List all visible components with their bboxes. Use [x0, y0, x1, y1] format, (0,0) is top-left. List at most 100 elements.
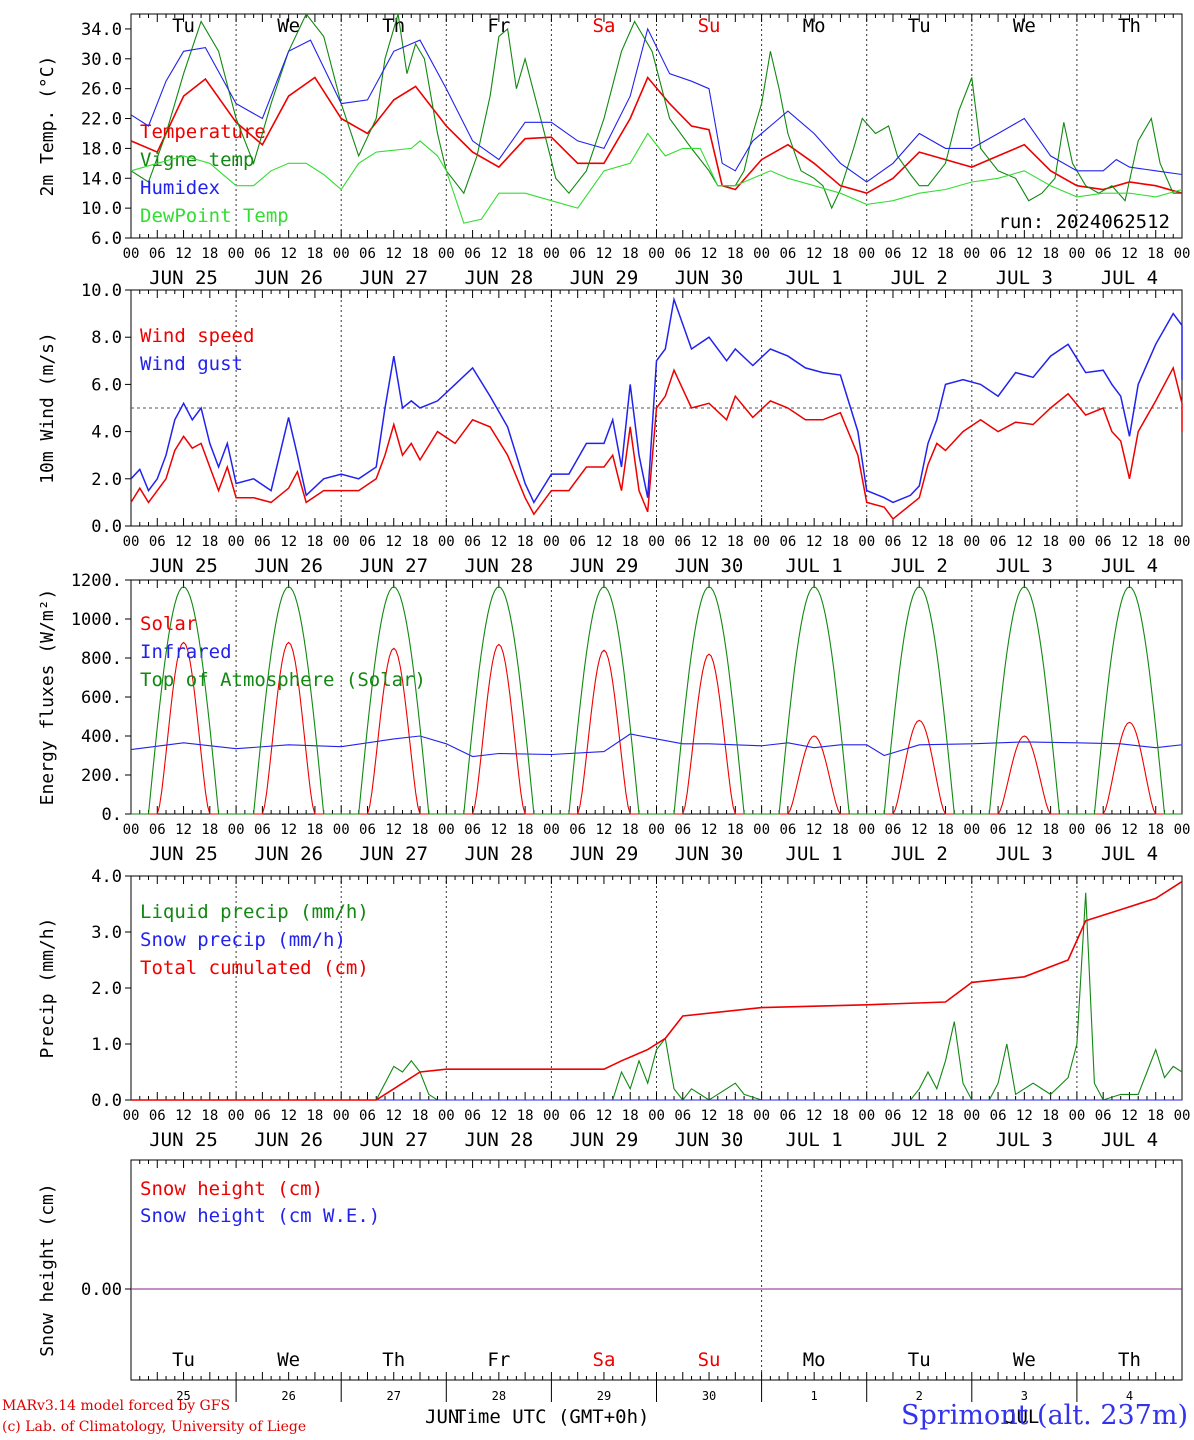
series-line: [130, 12, 1182, 210]
legend-entry: DewPoint Temp: [140, 205, 289, 227]
hour-tick-label: 18: [727, 1108, 744, 1124]
weekday-label: Su: [698, 15, 721, 37]
date-label: JUL 4: [1101, 555, 1158, 577]
hour-tick-label: 00: [438, 246, 455, 262]
date-label: JUN 30: [675, 843, 744, 865]
hour-tick-label: 12: [911, 1108, 928, 1124]
hour-tick-label: 00: [123, 246, 140, 262]
weekday-label: Mo: [803, 1349, 826, 1371]
date-label: JUL 2: [891, 843, 948, 865]
y-tick-label: 0.: [102, 805, 122, 825]
hour-tick-label: 18: [517, 1108, 534, 1124]
series-line: [130, 296, 1183, 504]
date-label: JUN 30: [675, 267, 744, 289]
hour-tick-label: 06: [1095, 822, 1112, 838]
legend-entry: Total cumulated (cm): [140, 957, 369, 979]
hour-tick-label: 00: [438, 1108, 455, 1124]
hour-tick-label: 18: [517, 822, 534, 838]
weekday-label: We: [1013, 15, 1036, 37]
hour-tick-label: 12: [175, 822, 192, 838]
hour-tick-label: 18: [727, 246, 744, 262]
hour-tick-label: 18: [1147, 246, 1164, 262]
hour-tick-label: 18: [306, 534, 323, 550]
hour-tick-label: 12: [175, 534, 192, 550]
hour-tick-label: 18: [1042, 1108, 1059, 1124]
hour-tick-label: 18: [412, 1108, 429, 1124]
weekday-label: Su: [698, 1349, 721, 1371]
hour-tick-label: 00: [858, 246, 875, 262]
y-tick-label: 10.0: [81, 199, 122, 219]
hour-tick-label: 12: [385, 1108, 402, 1124]
date-label: JUN 29: [570, 843, 639, 865]
date-label: JUN 25: [149, 267, 218, 289]
y-tick-label: 0.00: [81, 1280, 122, 1300]
date-label: JUN 30: [675, 1129, 744, 1151]
hour-tick-label: 12: [911, 534, 928, 550]
weekday-label: Tu: [908, 15, 931, 37]
date-label: JUN 28: [465, 1129, 534, 1151]
hour-tick-label: 06: [1095, 534, 1112, 550]
date-label: JUL 4: [1101, 843, 1158, 865]
hour-tick-label: 12: [806, 246, 823, 262]
date-label: JUL 3: [996, 267, 1053, 289]
series-line: [130, 27, 1183, 183]
weekday-label: Th: [1118, 1349, 1141, 1371]
date-label: JUL 3: [996, 555, 1053, 577]
hour-tick-label: 12: [175, 1108, 192, 1124]
y-axis-label: Energy fluxes (W/m²): [37, 589, 58, 806]
legend-entry: Liquid precip (mm/h): [140, 901, 369, 923]
hour-tick-label: 06: [779, 534, 796, 550]
hour-tick-label: 06: [359, 1108, 376, 1124]
hour-tick-label: 00: [123, 1108, 140, 1124]
hour-tick-label: 00: [543, 246, 560, 262]
y-tick-label: 18.0: [81, 139, 122, 159]
hour-tick-label: 18: [937, 1108, 954, 1124]
hour-tick-label: 18: [306, 1108, 323, 1124]
date-label: JUN 27: [359, 1129, 428, 1151]
hour-tick-label: 12: [596, 822, 613, 838]
y-tick-label: 4.0: [91, 867, 122, 887]
hour-tick-label: 12: [280, 822, 297, 838]
panel-3: 0. 200. 400. 600. 800. 1000. 1200. Energy fluxe…: [37, 571, 1190, 865]
date-label: JUN 26: [254, 267, 323, 289]
hour-tick-label: 12: [596, 1108, 613, 1124]
hour-tick-label: 00: [438, 822, 455, 838]
y-tick-label: 1200.: [71, 571, 122, 591]
hour-tick-label: 18: [727, 534, 744, 550]
weekday-label: Th: [1118, 15, 1141, 37]
hour-tick-label: 06: [569, 534, 586, 550]
y-tick-label: 0.0: [91, 1091, 122, 1111]
hour-tick-label: 00: [963, 534, 980, 550]
hour-tick-label: 12: [1016, 1108, 1033, 1124]
hour-tick-label: 06: [990, 822, 1007, 838]
y-tick-label: 6.0: [91, 229, 122, 249]
hour-tick-label: 06: [990, 246, 1007, 262]
hour-tick-label: 12: [1121, 246, 1138, 262]
day-number-label: 29: [597, 1389, 611, 1403]
hour-tick-label: 12: [385, 246, 402, 262]
hour-tick-label: 12: [806, 822, 823, 838]
hour-tick-label: 00: [648, 822, 665, 838]
hour-tick-label: 12: [701, 1108, 718, 1124]
hour-tick-label: 12: [1016, 246, 1033, 262]
hour-tick-label: 00: [1068, 1108, 1085, 1124]
hour-tick-label: 18: [727, 822, 744, 838]
hour-tick-label: 12: [1016, 822, 1033, 838]
hour-tick-label: 18: [1147, 822, 1164, 838]
hour-tick-label: 12: [701, 534, 718, 550]
hour-tick-label: 12: [911, 246, 928, 262]
date-label: JUL 1: [786, 555, 843, 577]
hour-tick-label: 18: [832, 822, 849, 838]
y-tick-label: 22.0: [81, 110, 122, 130]
hour-tick-label: 00: [438, 534, 455, 550]
weekday-label: Fr: [487, 15, 510, 37]
date-label: JUL 3: [996, 1129, 1053, 1151]
day-number-label: 30: [702, 1389, 716, 1403]
hour-tick-label: 06: [254, 1108, 271, 1124]
y-tick-label: 10.0: [81, 281, 122, 301]
hour-tick-label: 00: [543, 822, 560, 838]
hour-tick-label: 18: [412, 246, 429, 262]
y-tick-label: 400.: [81, 727, 122, 747]
hour-tick-label: 06: [569, 246, 586, 262]
hour-tick-label: 06: [674, 534, 691, 550]
